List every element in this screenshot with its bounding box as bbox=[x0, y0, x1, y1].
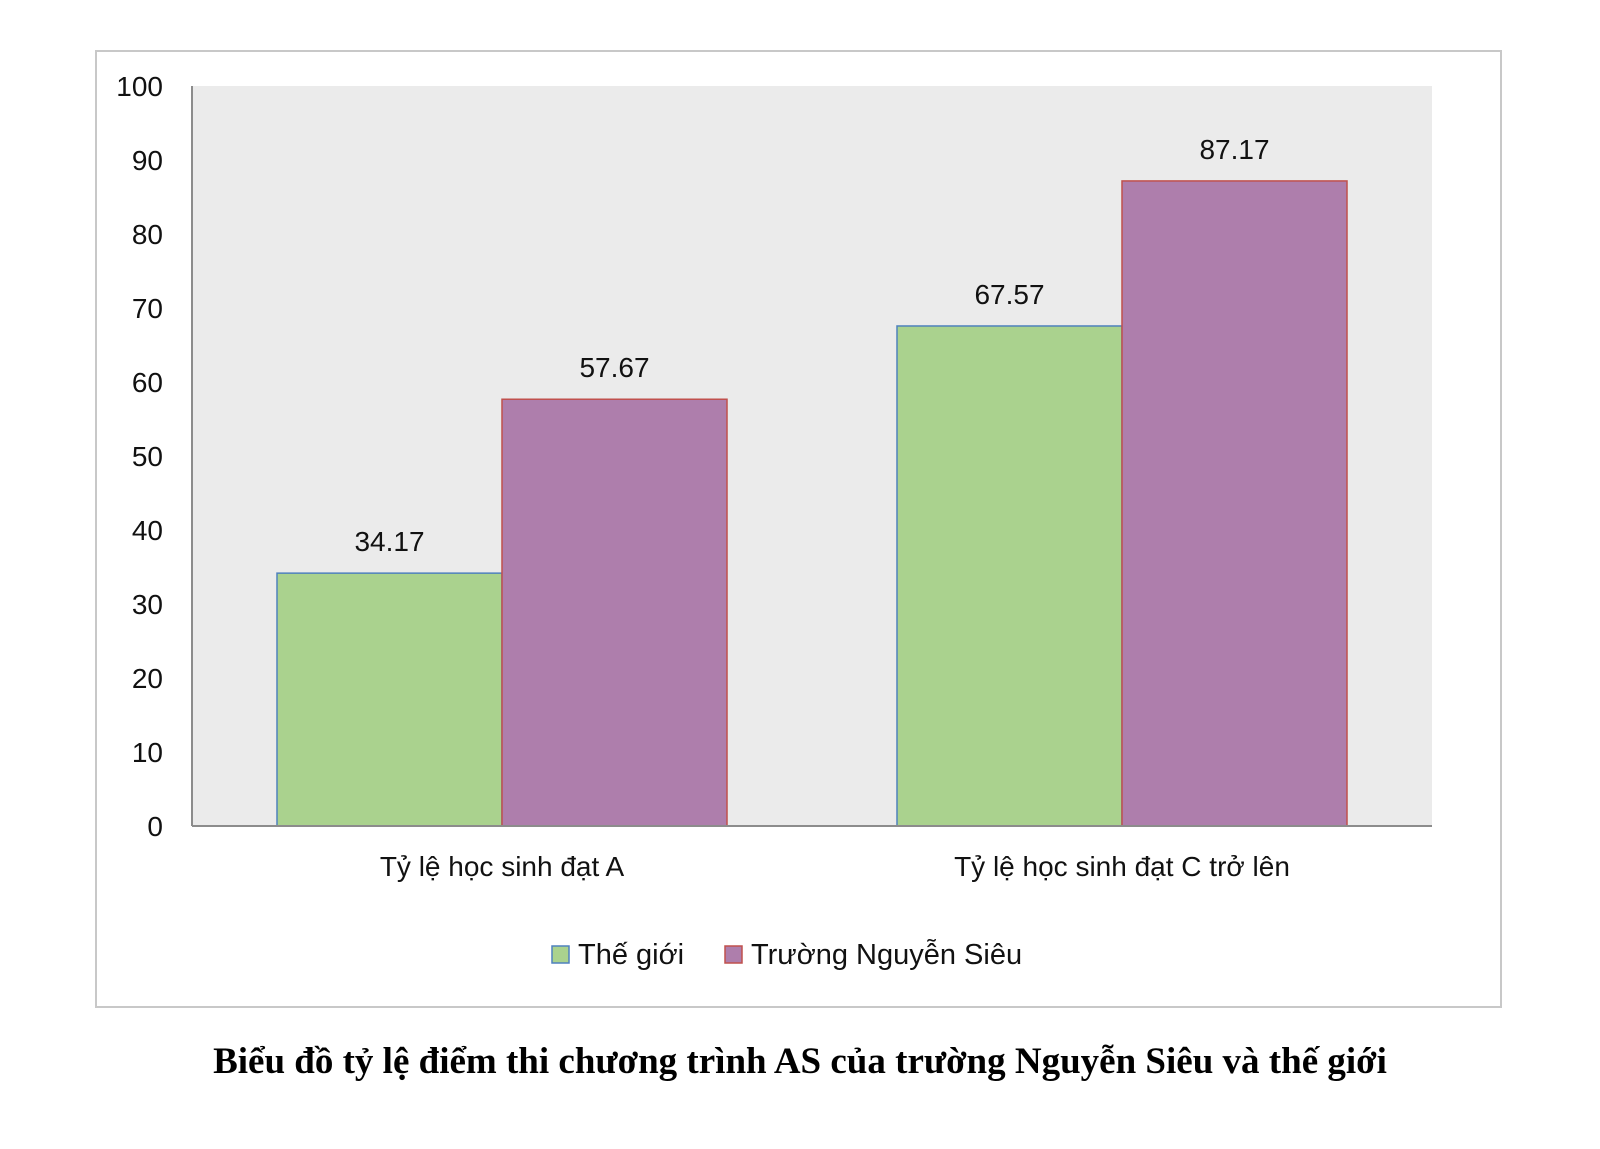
legend: Thế giới Trường Nguyễn Siêu bbox=[551, 938, 1022, 971]
data-label: 67.57 bbox=[974, 279, 1044, 310]
bars-group bbox=[276, 180, 1348, 827]
bar-the-gioi-0 bbox=[276, 572, 503, 827]
category-label: Tỷ lệ học sinh đạt C trở lên bbox=[954, 851, 1290, 882]
y-tick-label: 60 bbox=[132, 367, 163, 398]
chart-frame bbox=[95, 50, 1502, 1008]
y-tick-label: 30 bbox=[132, 589, 163, 620]
legend-label: Thế giới bbox=[578, 939, 684, 971]
chart-caption: Biểu đồ tỷ lệ điểm thi chương trình AS c… bbox=[213, 1041, 1387, 1082]
legend-swatch bbox=[724, 945, 743, 964]
y-tick-label: 0 bbox=[147, 811, 163, 842]
y-tick-label: 40 bbox=[132, 515, 163, 546]
y-tick-label: 10 bbox=[132, 737, 163, 768]
y-tick-label: 70 bbox=[132, 293, 163, 324]
bar-truong-nguyen-sieu-0 bbox=[501, 398, 728, 827]
legend-label: Trường Nguyễn Siêu bbox=[751, 938, 1022, 971]
y-tick-label: 80 bbox=[132, 219, 163, 250]
bar-the-gioi-1 bbox=[896, 325, 1123, 827]
data-label: 57.67 bbox=[579, 352, 649, 383]
category-labels: Tỷ lệ học sinh đạt A Tỷ lệ học sinh đạt C… bbox=[380, 851, 1290, 882]
bar-truong-nguyen-sieu-1 bbox=[1121, 180, 1348, 827]
data-labels: 34.17 57.67 67.57 87.17 bbox=[354, 134, 1269, 557]
y-tick-label: 20 bbox=[132, 663, 163, 694]
data-label: 87.17 bbox=[1199, 134, 1269, 165]
category-label: Tỷ lệ học sinh đạt A bbox=[380, 851, 625, 882]
y-tick-label: 90 bbox=[132, 145, 163, 176]
y-tick-label: 50 bbox=[132, 441, 163, 472]
legend-swatch bbox=[551, 945, 570, 964]
data-label: 34.17 bbox=[354, 526, 424, 557]
y-tick-label: 100 bbox=[116, 71, 163, 102]
y-tick-labels: 0 10 20 30 40 50 60 70 80 90 100 bbox=[116, 71, 163, 842]
